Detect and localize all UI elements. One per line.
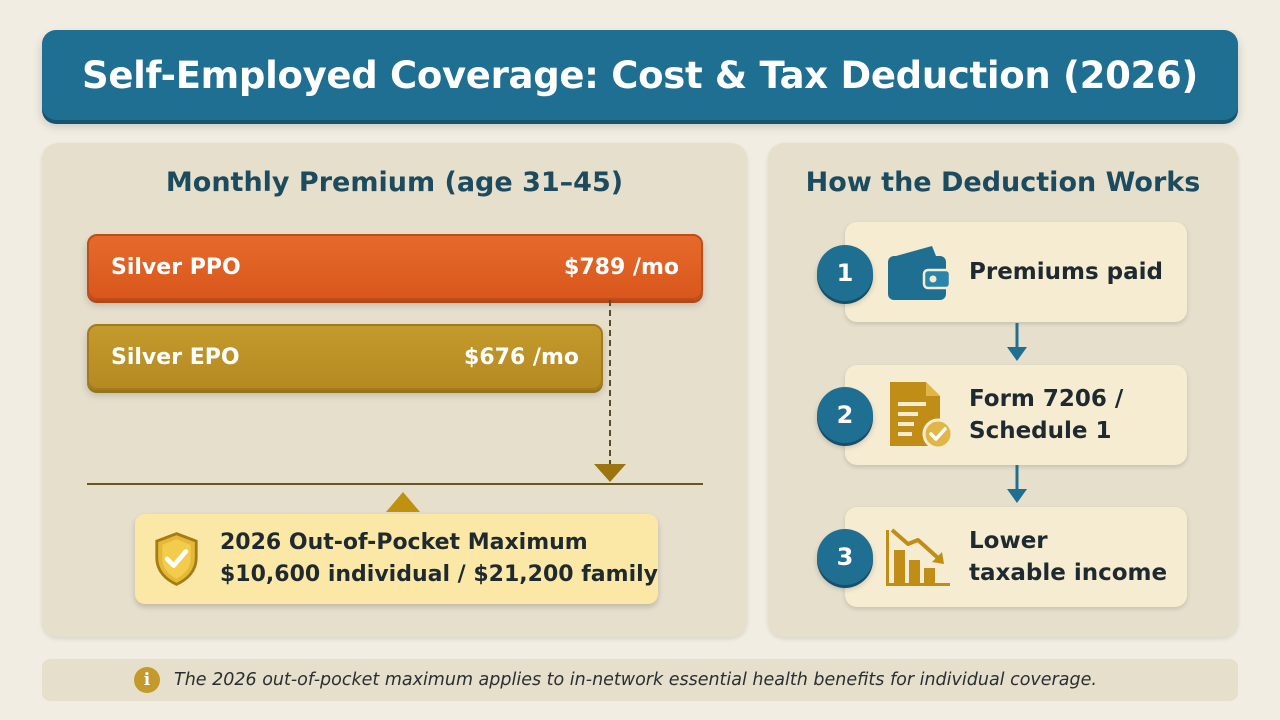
- step-label-3-line1: Lower: [969, 528, 1048, 554]
- page-title: Self-Employed Coverage: Cost & Tax Deduc…: [81, 53, 1199, 97]
- flow-arrow-1: [1007, 323, 1027, 361]
- step-label-1: Premiums paid: [969, 256, 1163, 288]
- step-label-2-line2: Schedule 1: [969, 418, 1112, 444]
- silver-epo-bar: Silver EPO $676 /mo: [87, 324, 603, 390]
- footnote-bar: i The 2026 out-of-pocket maximum applies…: [42, 659, 1238, 701]
- silver-epo-price: $676 /mo: [464, 344, 579, 370]
- info-icon: i: [134, 667, 160, 693]
- wallet-icon: [888, 246, 952, 300]
- premium-panel-title: Monthly Premium (age 31–45): [165, 167, 624, 198]
- step-number-1: 1: [817, 245, 873, 301]
- step-number-2: 2: [817, 387, 873, 443]
- step-label-2: Form 7206 / Schedule 1: [969, 383, 1123, 447]
- title-banner: Self-Employed Coverage: Cost & Tax Deduc…: [42, 30, 1238, 120]
- up-triangle-marker: [386, 492, 420, 512]
- flow-arrow-2: [1007, 465, 1027, 503]
- step-label-2-line1: Form 7206 /: [969, 386, 1124, 412]
- silver-ppo-name: Silver PPO: [111, 254, 241, 280]
- step-label-1-line1: Premiums paid: [969, 259, 1164, 285]
- shield-check-icon: [155, 532, 198, 586]
- dashed-guide-line: [609, 300, 611, 466]
- baseline-divider: [87, 483, 703, 485]
- document-check-icon: [890, 382, 954, 450]
- silver-ppo-bar: Silver PPO $789 /mo: [87, 234, 703, 300]
- step-label-3-line2: taxable income: [969, 560, 1168, 586]
- declining-chart-icon: [886, 528, 950, 586]
- down-triangle-marker: [594, 464, 626, 482]
- silver-epo-name: Silver EPO: [111, 344, 240, 370]
- step-number-3: 3: [817, 529, 873, 585]
- oop-line1: 2026 Out-of-Pocket Maximum: [219, 530, 588, 555]
- oop-line2: $10,600 individual / $21,200 family: [219, 562, 658, 587]
- step-label-3: Lower taxable income: [969, 525, 1167, 589]
- silver-ppo-price: $789 /mo: [564, 254, 679, 280]
- deduction-panel-title: How the Deduction Works: [805, 167, 1201, 198]
- oop-max-callout: 2026 Out-of-Pocket Maximum $10,600 indiv…: [135, 514, 658, 604]
- oop-text: 2026 Out-of-Pocket Maximum $10,600 indiv…: [220, 527, 658, 591]
- footnote-text: The 2026 out-of-pocket maximum applies t…: [174, 670, 1097, 690]
